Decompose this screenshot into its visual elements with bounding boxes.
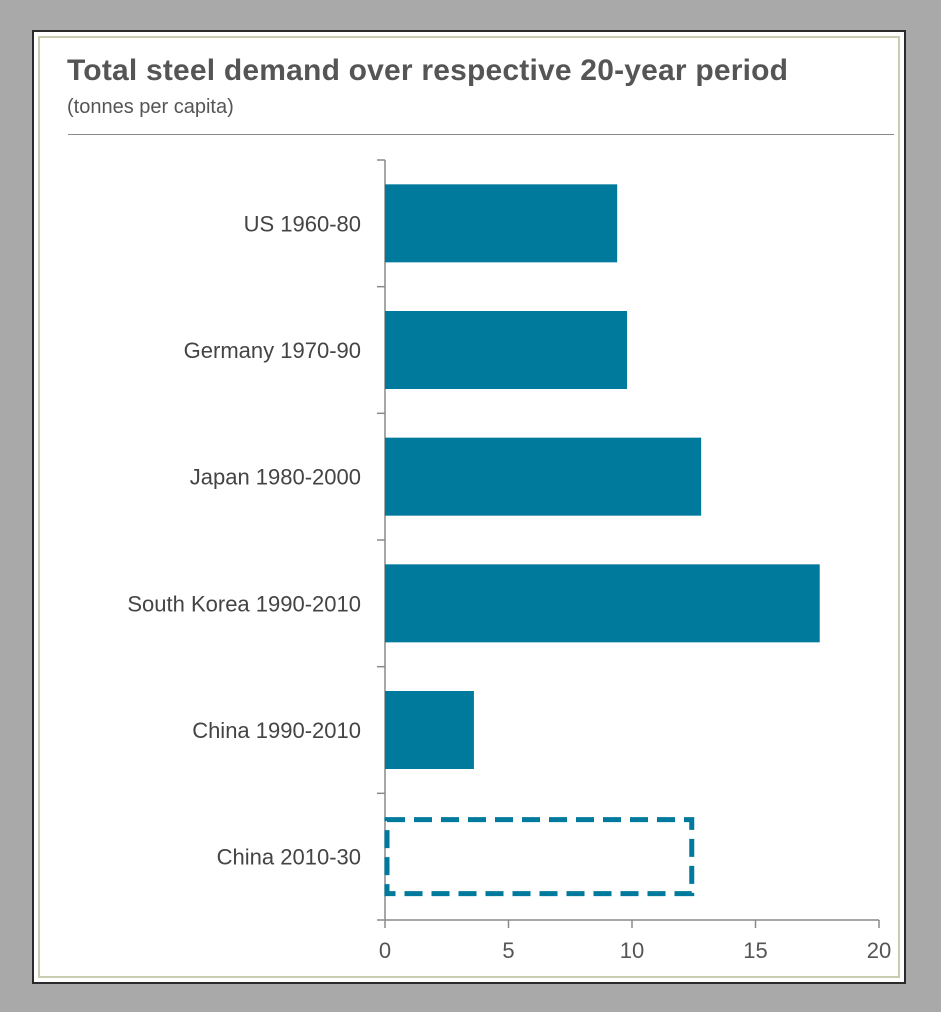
category-label: US 1960-80 [244, 211, 361, 236]
category-label: Germany 1970-90 [184, 338, 361, 363]
bar [385, 437, 702, 516]
x-tick-label: 15 [743, 938, 767, 963]
bar [385, 564, 820, 643]
x-tick-label: 5 [502, 938, 514, 963]
category-label: Japan 1980-2000 [190, 465, 361, 490]
category-label: China 2010-30 [217, 845, 361, 870]
category-label: China 1990-2010 [192, 718, 361, 743]
chart-title: Total steel demand over respective 20-ye… [67, 54, 789, 87]
chart-subtitle: (tonnes per capita) [67, 96, 234, 118]
bar-projected [384, 817, 695, 897]
chart-inner-border [38, 36, 900, 978]
bar [385, 691, 474, 769]
category-label: South Korea 1990-2010 [127, 591, 361, 616]
bar [385, 184, 618, 263]
x-tick-label: 10 [620, 938, 644, 963]
x-tick-label: 0 [379, 938, 391, 963]
title-divider [68, 134, 894, 135]
bar [385, 311, 628, 389]
x-tick-label: 20 [867, 938, 891, 963]
